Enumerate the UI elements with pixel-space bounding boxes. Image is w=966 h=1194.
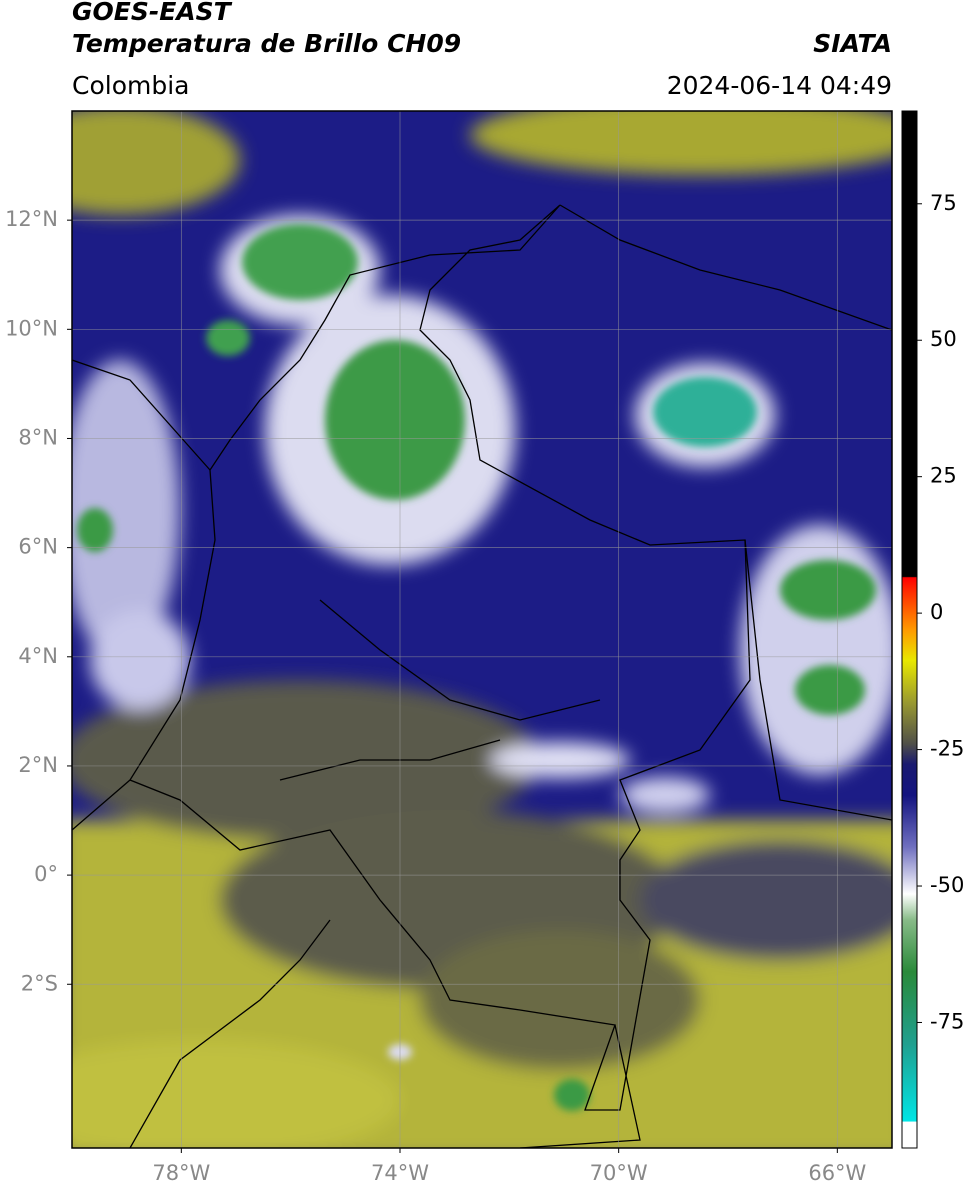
colorbar-tick-label: 75 [930,191,957,215]
y-tick-label: 12°N [5,207,58,231]
title: GOES-EAST [72,0,233,26]
borders [72,204,892,1148]
x-tick-label: 74°W [371,1161,429,1185]
y-tick-label: 2°S [21,971,58,995]
colorbar-tick-label: -25 [930,737,964,761]
y-tick-label: 0° [34,862,58,886]
colorbar [901,110,918,1149]
gridlines [72,111,892,1148]
y-tick-label: 8°N [18,425,58,449]
map-frame [71,110,893,1149]
subtitle: Temperatura de Brillo CH09 [72,29,461,58]
colorbar-tick-label: 50 [930,327,957,351]
colorbar-tick-label: 25 [930,464,957,488]
x-tick-label: 78°W [152,1161,210,1185]
colorbar-tick-label: 0 [930,600,943,624]
region: Colombia [72,71,189,100]
y-tick-label: 6°N [18,535,58,559]
x-tick-label: 70°W [590,1161,648,1185]
colorbar-tick-label: -75 [930,1009,964,1033]
x-tick-label: 66°W [808,1161,866,1185]
y-tick-label: 4°N [18,644,58,668]
y-tick-label: 10°N [5,316,58,340]
colorbar-tick-label: -50 [930,873,964,897]
y-tick-label: 2°N [18,753,58,777]
timestamp: 2024-06-14 04:49 [667,71,892,100]
satellite-image [72,111,892,1148]
source: SIATA [813,29,892,58]
